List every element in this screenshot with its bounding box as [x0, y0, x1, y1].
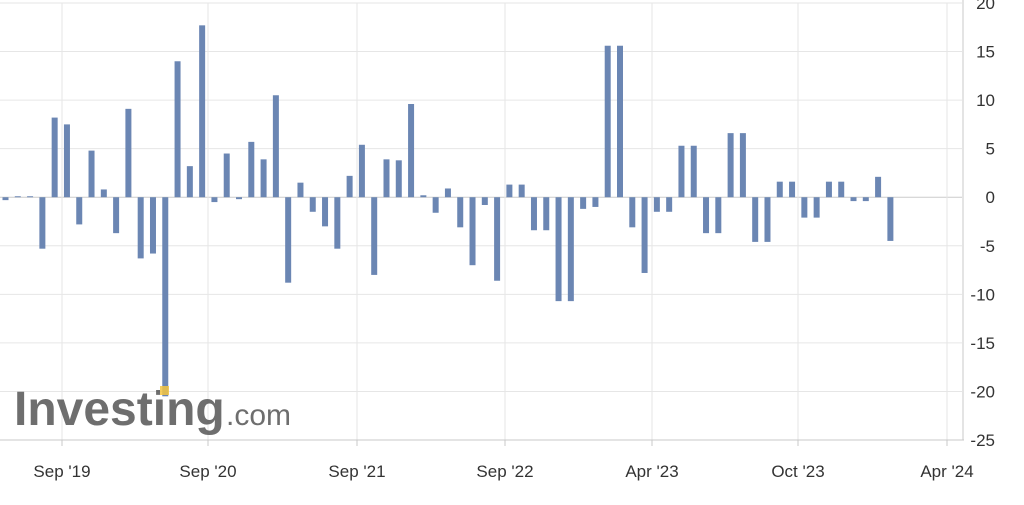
- y-tick-label: 20: [976, 0, 995, 13]
- data-bar: [211, 197, 218, 203]
- data-bar: [764, 197, 771, 242]
- y-tick-label: -25: [970, 431, 995, 450]
- data-bar: [629, 197, 636, 228]
- data-bar: [100, 189, 107, 198]
- data-bar: [494, 197, 501, 281]
- data-bar: [469, 197, 476, 266]
- data-bar: [358, 144, 365, 198]
- y-tick-label: -5: [980, 237, 995, 256]
- data-bar: [641, 197, 648, 273]
- data-bar: [174, 61, 181, 198]
- data-bar: [543, 197, 550, 231]
- data-bar: [789, 181, 796, 198]
- data-bar: [285, 197, 292, 283]
- data-bar: [125, 108, 132, 198]
- data-bar: [776, 181, 783, 198]
- data-bar: [199, 25, 206, 198]
- data-bar: [850, 197, 857, 202]
- data-bar: [14, 196, 21, 198]
- data-bar: [752, 197, 759, 242]
- data-bar: [580, 197, 587, 209]
- data-bar: [862, 197, 869, 202]
- data-bar: [875, 176, 882, 198]
- watermark-text: Investing: [14, 383, 225, 436]
- data-bar: [63, 124, 70, 198]
- y-tick-label: -10: [970, 285, 995, 304]
- data-bar: [27, 196, 34, 198]
- x-tick-label: Sep '21: [328, 462, 385, 481]
- data-bar: [309, 197, 316, 212]
- data-bar: [162, 197, 169, 397]
- x-tick-label: Sep '19: [33, 462, 90, 481]
- x-tick-label: Oct '23: [771, 462, 824, 481]
- data-bar: [555, 197, 562, 302]
- data-bar: [432, 197, 439, 213]
- x-tick-label: Sep '20: [179, 462, 236, 481]
- data-bar: [137, 197, 144, 259]
- data-bar: [617, 45, 623, 198]
- data-bar: [236, 197, 243, 200]
- data-bar: [457, 197, 464, 228]
- data-bar: [2, 197, 9, 201]
- data-bar: [88, 150, 95, 198]
- watermark-suffix: .com: [226, 399, 291, 432]
- data-bar: [567, 197, 574, 302]
- y-tick-label: 15: [976, 43, 995, 62]
- y-tick-label: 5: [986, 140, 995, 159]
- data-bar: [272, 95, 279, 198]
- x-tick-label: Apr '23: [625, 462, 678, 481]
- data-bar: [383, 159, 390, 198]
- data-bar: [604, 45, 611, 198]
- data-bar: [420, 195, 427, 198]
- data-bar: [481, 197, 488, 205]
- data-bar: [703, 197, 710, 234]
- bars-layer: [2, 25, 894, 397]
- data-bar: [813, 197, 820, 218]
- watermark-accent-dot: [160, 386, 169, 395]
- data-bar: [260, 159, 267, 198]
- data-bar: [444, 188, 451, 198]
- x-tick-label: Sep '22: [476, 462, 533, 481]
- data-bar: [887, 197, 894, 241]
- data-bar: [149, 197, 156, 254]
- data-bar: [715, 197, 722, 234]
- data-bar: [186, 166, 193, 198]
- y-tick-label: 0: [986, 188, 995, 207]
- data-bar: [76, 197, 83, 225]
- data-bar: [51, 117, 58, 198]
- axis-layer: 20 15 10 5 0 -5 -10 -15 -20 -25 Sep '19 Sep '20 Sep …: [0, 0, 995, 481]
- data-bar: [838, 181, 845, 198]
- data-bar: [346, 175, 353, 198]
- data-bar: [592, 197, 599, 207]
- data-bar: [322, 197, 329, 227]
- data-bar: [39, 197, 46, 249]
- data-bar: [297, 182, 304, 198]
- y-tick-label: -20: [970, 382, 995, 401]
- data-bar: [113, 197, 120, 234]
- data-bar: [825, 181, 832, 198]
- data-bar: [518, 184, 525, 198]
- data-bar: [801, 197, 808, 218]
- data-bar: [678, 145, 685, 198]
- grid-layer: [0, 2, 962, 441]
- data-bar: [223, 153, 230, 198]
- data-bar: [248, 141, 255, 198]
- data-bar: [334, 197, 341, 249]
- data-bar: [666, 197, 673, 212]
- data-bar: [371, 197, 378, 275]
- y-tick-label: -15: [970, 334, 995, 353]
- investing-watermark-logo: Investing .com: [14, 383, 291, 436]
- x-tick-label: Apr '24: [920, 462, 973, 481]
- data-bar: [690, 145, 697, 198]
- data-bar: [653, 197, 660, 212]
- data-bar: [530, 197, 537, 231]
- data-bar: [506, 184, 513, 198]
- data-bar: [408, 104, 415, 198]
- data-bar: [727, 133, 734, 198]
- data-bar: [739, 133, 746, 198]
- data-bar: [395, 160, 402, 198]
- y-tick-label: 10: [976, 91, 995, 110]
